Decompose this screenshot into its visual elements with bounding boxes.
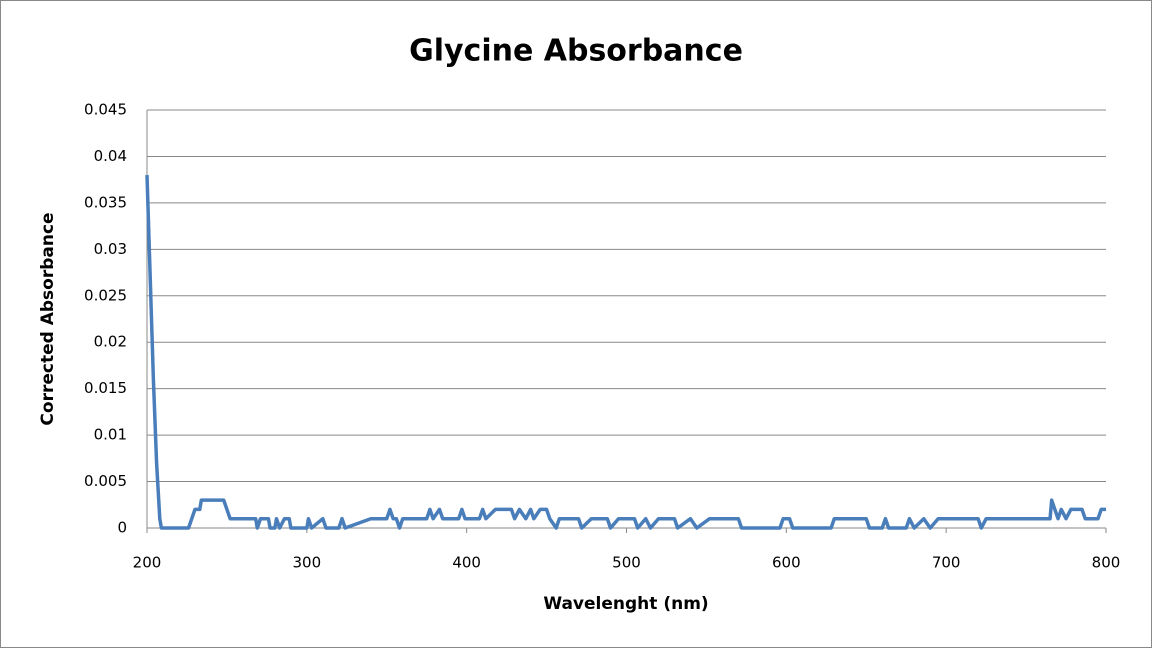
- y-tick-label: 0.03: [94, 240, 127, 258]
- chart-title: Glycine Absorbance: [409, 34, 743, 69]
- y-tick-label: 0: [117, 519, 127, 537]
- x-tick-label: 400: [452, 554, 481, 572]
- x-axis-label: Wavelenght (nm): [543, 594, 708, 614]
- y-tick-label: 0.015: [84, 379, 127, 397]
- data-line: [145, 174, 1106, 530]
- x-tick-label: 600: [772, 554, 801, 572]
- y-tick-label: 0.035: [84, 193, 127, 211]
- y-tick-label: 0.04: [94, 147, 127, 165]
- y-tick-label: 0.01: [94, 426, 127, 444]
- y-axis-label: Corrected Absorbance: [38, 212, 58, 425]
- y-tick-label: 0.005: [84, 472, 127, 490]
- y-tick-label: 0.025: [84, 286, 127, 304]
- x-tick-label: 200: [133, 554, 162, 572]
- x-tick-label: 800: [1092, 554, 1121, 572]
- y-tick-label: 0.045: [84, 101, 127, 119]
- y-tick-label: 0.02: [94, 333, 127, 351]
- x-tick-label: 500: [612, 554, 641, 572]
- x-tick-label: 700: [932, 554, 961, 572]
- x-tick-label: 300: [293, 554, 322, 572]
